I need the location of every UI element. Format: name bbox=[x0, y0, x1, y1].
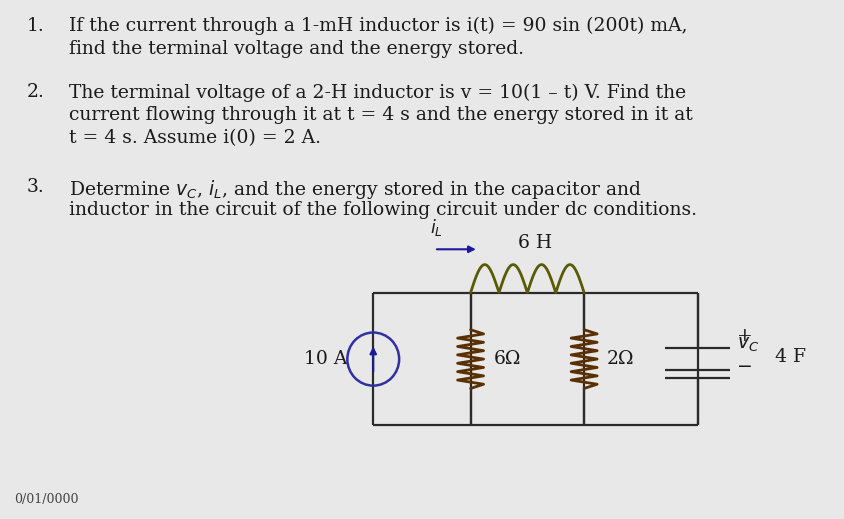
Text: 2Ω: 2Ω bbox=[606, 350, 634, 368]
Text: 10 A: 10 A bbox=[304, 350, 347, 368]
Text: Determine $v_C$, $i_L$, and the energy stored in the capacitor and: Determine $v_C$, $i_L$, and the energy s… bbox=[69, 178, 641, 201]
Text: $\mathit{i}_L$: $\mathit{i}_L$ bbox=[430, 217, 442, 238]
Text: inductor in the circuit of the following circuit under dc conditions.: inductor in the circuit of the following… bbox=[69, 201, 696, 219]
Text: 6Ω: 6Ω bbox=[493, 350, 520, 368]
Text: 1.: 1. bbox=[27, 17, 45, 35]
Text: +: + bbox=[736, 327, 751, 345]
Text: find the terminal voltage and the energy stored.: find the terminal voltage and the energy… bbox=[69, 40, 523, 58]
Text: 6 H: 6 H bbox=[518, 234, 552, 252]
Text: 3.: 3. bbox=[27, 178, 45, 196]
Text: −: − bbox=[736, 358, 751, 376]
Text: $v_C$: $v_C$ bbox=[736, 336, 758, 354]
Text: t = 4 s. Assume i(0) = 2 A.: t = 4 s. Assume i(0) = 2 A. bbox=[69, 129, 321, 147]
Text: current flowing through it at t = 4 s and the energy stored in it at: current flowing through it at t = 4 s an… bbox=[69, 106, 692, 124]
Text: 2.: 2. bbox=[27, 84, 45, 101]
Text: If the current through a 1-mH inductor is i(t) = 90 sin (200t) mA,: If the current through a 1-mH inductor i… bbox=[69, 17, 687, 35]
Text: The terminal voltage of a 2-H inductor is v = 10(1 – t) V. Find the: The terminal voltage of a 2-H inductor i… bbox=[69, 84, 685, 102]
Text: 0/01/0000: 0/01/0000 bbox=[14, 493, 78, 506]
Text: 4 F: 4 F bbox=[774, 348, 805, 365]
